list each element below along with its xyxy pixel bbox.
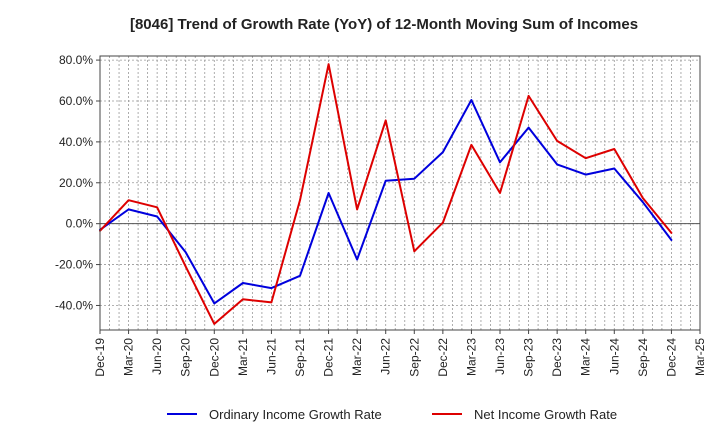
legend: Ordinary Income Growth Rate Net Income Gr…	[167, 407, 617, 422]
y-tick-label: 40.0%	[59, 135, 93, 149]
chart-title: [8046] Trend of Growth Rate (YoY) of 12-…	[130, 16, 638, 33]
x-tick-label: Jun-24	[607, 338, 621, 375]
y-tick-label: 20.0%	[59, 176, 93, 190]
series-lines	[99, 63, 673, 325]
legend-label: Ordinary Income Growth Rate	[209, 407, 382, 422]
x-tick-label: Dec-24	[664, 338, 678, 377]
x-tick-label: Jun-23	[493, 338, 507, 375]
y-tick-label: 80.0%	[59, 53, 93, 67]
series-line-net-income	[99, 63, 673, 325]
y-tick-label: 60.0%	[59, 94, 93, 108]
x-tick-label: Mar-25	[693, 338, 707, 376]
x-tick-label: Jun-20	[150, 338, 164, 375]
x-tick-label: Dec-23	[550, 338, 564, 377]
y-tick-label: -40.0%	[55, 298, 93, 312]
x-tick-label: Sep-24	[636, 338, 650, 377]
x-tick-label: Dec-20	[207, 338, 221, 377]
y-axis-ticks: 80.0% 60.0% 40.0% 20.0% 0.0% -20.0% -40.0%	[55, 53, 100, 312]
series-line-ordinary-income	[99, 99, 673, 305]
x-tick-label: Jun-22	[379, 338, 393, 375]
x-tick-label: Dec-22	[436, 338, 450, 377]
x-tick-label: Sep-21	[293, 338, 307, 377]
x-tick-label: Mar-22	[350, 338, 364, 376]
x-tick-label: Dec-21	[322, 338, 336, 377]
x-tick-label: Sep-20	[179, 338, 193, 377]
x-tick-label: Jun-21	[264, 338, 278, 375]
grid-lines	[100, 56, 700, 330]
x-tick-label: Dec-19	[93, 338, 107, 377]
x-tick-label: Mar-20	[122, 338, 136, 376]
x-tick-label: Mar-24	[579, 338, 593, 376]
y-tick-label: 0.0%	[66, 217, 94, 231]
x-tick-label: Sep-23	[522, 338, 536, 377]
x-axis-ticks: Dec-19 Mar-20 Jun-20 Sep-20 Dec-20 Mar-21 Jun-…	[93, 330, 707, 377]
x-tick-label: Mar-21	[236, 338, 250, 376]
x-tick-label: Mar-23	[464, 338, 478, 376]
y-tick-label: -20.0%	[55, 258, 93, 272]
x-tick-label: Sep-22	[407, 338, 421, 377]
legend-label: Net Income Growth Rate	[474, 407, 617, 422]
plot-frame	[99, 55, 701, 331]
